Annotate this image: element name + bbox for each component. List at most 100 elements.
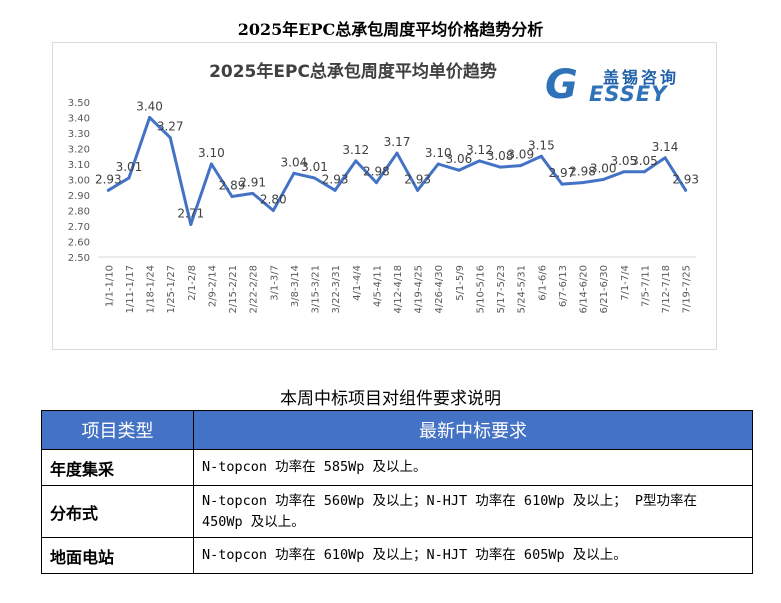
y-tick-label: 3.40	[68, 114, 90, 125]
x-tick-label: 5/1-5/9	[455, 265, 466, 301]
data-label: 2.97	[549, 166, 576, 180]
data-label: 3.12	[342, 143, 369, 157]
requirements-table: 项目类型 最新中标要求 年度集采 N-topcon 功率在 585Wp 及以上。…	[41, 410, 753, 574]
table-header-row: 项目类型 最新中标要求	[41, 410, 753, 450]
x-tick-label: 6/14-6/20	[579, 265, 590, 314]
data-label: 2.98	[569, 165, 596, 179]
price-trend-chart: 2025年EPC总承包周度平均单价趋势 2.50 2.60 2.70 2.80 2.90 3…	[52, 42, 717, 350]
y-tick-label: 3.10	[68, 160, 90, 171]
x-tick-label: 2/9-2/14	[207, 265, 218, 307]
x-tick-label: 3/1-3/7	[269, 265, 280, 301]
row-type-annual: 年度集采	[41, 449, 194, 486]
table-row: 分布式 N-topcon 功率在 560Wp 及以上；N-HJT 功率在 610…	[41, 485, 753, 538]
x-tick-label: 4/5-4/11	[372, 265, 383, 307]
y-tick-label: 2.80	[68, 207, 90, 218]
data-point	[251, 191, 255, 195]
y-tick-label: 3.50	[68, 98, 90, 109]
data-label: 3.05	[610, 154, 637, 168]
data-point	[601, 178, 605, 181]
x-tick-label: 1/11-1/17	[125, 265, 136, 314]
row-req-annual: N-topcon 功率在 585Wp 及以上。	[193, 449, 753, 486]
data-label: 3.12	[466, 143, 493, 157]
data-point	[457, 168, 461, 172]
y-tick-label: 3.00	[68, 176, 90, 187]
x-tick-label: 1/25-1/27	[166, 265, 177, 314]
gessey-logo: G 盖锡咨询 ESSEY	[545, 62, 701, 108]
data-point	[395, 151, 399, 155]
x-tick-label: 7/19-7/25	[682, 265, 693, 314]
y-tick-label: 2.60	[68, 238, 90, 249]
data-point	[684, 188, 688, 192]
x-tick-label: 1/1-1/10	[104, 265, 115, 307]
x-tick-label: 2/15-2/21	[228, 265, 239, 314]
data-point	[189, 222, 193, 226]
data-point	[416, 188, 420, 192]
data-point	[374, 181, 378, 185]
data-point	[642, 170, 646, 174]
data-point	[168, 136, 172, 140]
data-label: 2.80	[260, 193, 287, 207]
header-project-type: 项目类型	[41, 410, 194, 450]
data-point	[271, 209, 275, 212]
data-point	[663, 156, 667, 160]
y-tick-label: 3.30	[68, 129, 90, 140]
logo-chinese-text: 盖锡咨询	[603, 68, 680, 87]
chart-svg: 2025年EPC总承包周度平均单价趋势 2.50 2.60 2.70 2.80 2.90 3…	[68, 61, 699, 314]
data-point	[106, 188, 110, 192]
x-tick-label: 5/10-5/16	[475, 265, 486, 314]
x-tick-label: 4/19-4/25	[414, 265, 425, 314]
x-tick-label: 3/15-3/21	[311, 265, 322, 314]
x-tick-label: 5/17-5/23	[496, 265, 507, 314]
chart-title: 2025年EPC总承包周度平均单价趋势	[209, 61, 497, 82]
data-point	[127, 176, 131, 180]
y-tick-label: 3.20	[68, 145, 90, 156]
data-label: 2.71	[177, 206, 204, 220]
header-latest-requirement: 最新中标要求	[193, 410, 753, 450]
data-label: 3.27	[157, 120, 184, 134]
data-label: 2.93	[404, 172, 431, 186]
x-tick-label: 2/1-2/8	[187, 265, 198, 301]
data-label: 2.98	[363, 165, 390, 179]
table-row: 年度集采 N-topcon 功率在 585Wp 及以上。	[41, 449, 753, 486]
data-point	[477, 159, 481, 163]
logo-english-text: ESSEY	[589, 82, 668, 106]
data-label: 3.10	[198, 146, 225, 160]
data-label: 3.01	[301, 160, 328, 174]
y-tick-label: 2.70	[68, 222, 90, 233]
data-point	[292, 171, 296, 175]
table-caption: 本周中标项目对组件要求说明	[280, 389, 501, 409]
x-tick-label: 6/1-6/6	[537, 265, 548, 301]
x-tick-label: 7/5-7/11	[640, 265, 651, 307]
data-label: 3.08	[487, 149, 514, 163]
data-point	[230, 195, 234, 199]
data-label: 2.93	[95, 172, 122, 186]
data-label: 3.05	[631, 154, 658, 168]
data-label: 3.10	[425, 146, 452, 160]
data-point	[148, 116, 152, 119]
data-label: 3.15	[528, 138, 555, 152]
data-point	[313, 176, 317, 180]
document-title: 2025年EPC总承包周度平均价格趋势分析	[237, 20, 544, 39]
x-tick-label: 7/12-7/18	[661, 265, 672, 314]
data-label: 3.17	[384, 135, 411, 149]
table-row: 地面电站 N-topcon 功率在 610Wp 及以上；N-HJT 功率在 60…	[41, 537, 753, 574]
logo-g-mark: G	[545, 62, 578, 108]
y-tick-label: 2.50	[68, 253, 90, 264]
data-label: 3.06	[446, 152, 473, 166]
data-point	[581, 181, 585, 185]
x-tick-label: 1/18-1/24	[146, 265, 157, 314]
data-point	[519, 164, 523, 168]
data-label: 3.14	[652, 140, 679, 154]
x-tick-label: 6/7-6/13	[558, 265, 569, 307]
data-point	[209, 162, 213, 166]
y-tick-label: 2.90	[68, 191, 90, 202]
data-point	[560, 182, 564, 186]
x-tick-label: 4/1-4/4	[352, 265, 363, 301]
data-label: 2.91	[239, 175, 266, 189]
data-label: 3.01	[116, 160, 143, 174]
x-tick-label: 6/21-6/30	[599, 265, 610, 314]
data-point	[539, 154, 543, 158]
data-point	[333, 188, 337, 192]
x-tick-label: 7/1-7/4	[620, 265, 631, 301]
x-tick-label: 2/22-2/28	[249, 265, 260, 314]
